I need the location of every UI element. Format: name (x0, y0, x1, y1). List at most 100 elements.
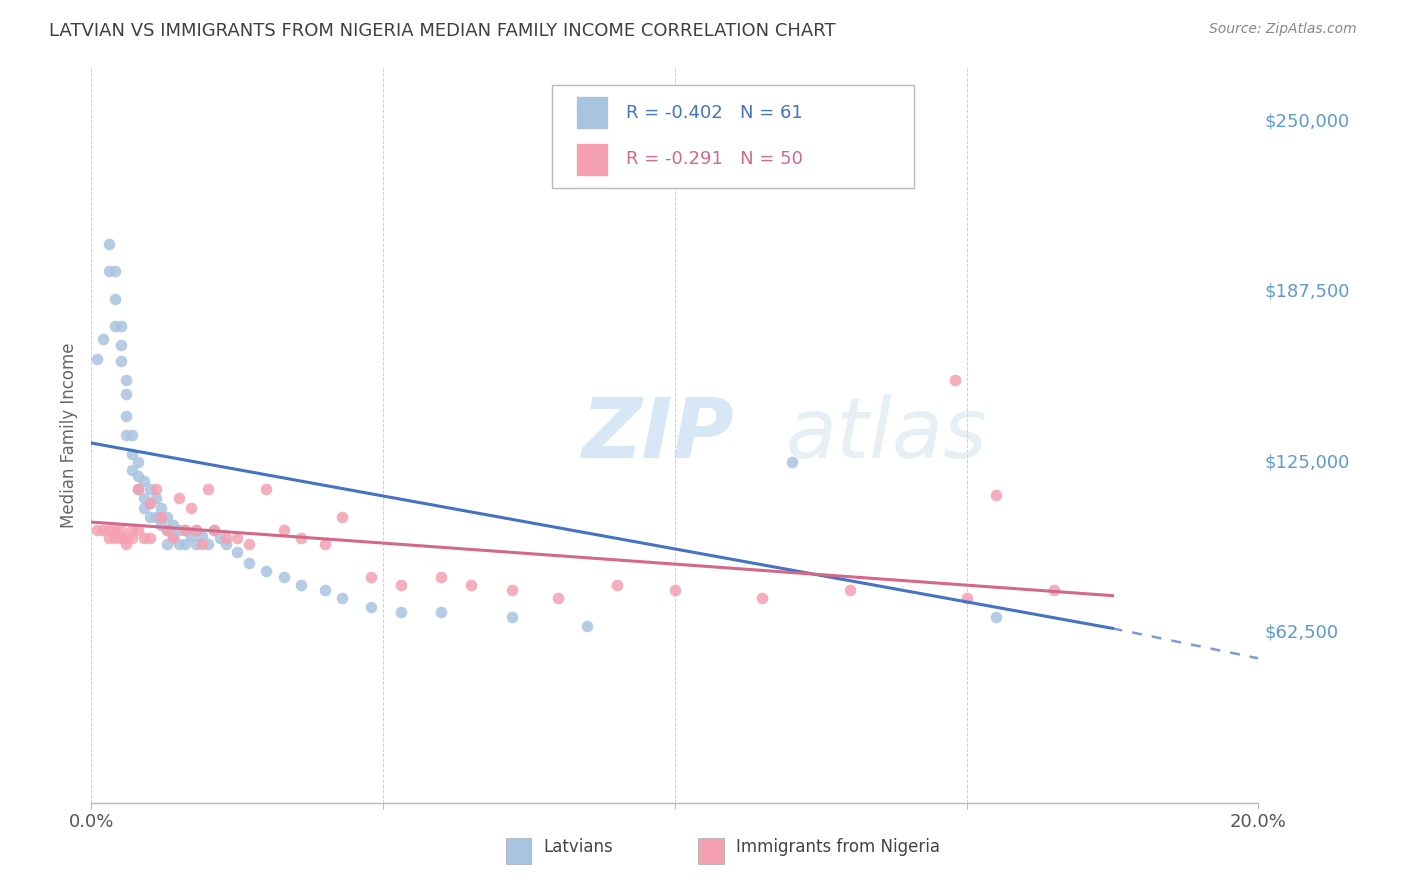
Point (214, 532, 236, 546)
Point (780, 455, 803, 469)
Point (121, 532, 143, 546)
Point (273, 569, 295, 583)
Point (127, 523, 149, 537)
Point (186, 523, 208, 537)
Point (226, 545, 249, 559)
Point (180, 501, 202, 516)
Text: Source: ZipAtlas.com: Source: ZipAtlas.com (1209, 22, 1357, 37)
Point (145, 483, 167, 497)
Point (121, 523, 143, 537)
Point (547, 591, 569, 606)
Point (273, 523, 295, 537)
Point (389, 578, 412, 592)
Point (156, 537, 179, 551)
Point (460, 578, 482, 592)
Point (138, 496, 162, 510)
Point (115, 427, 138, 442)
Point (110, 354, 132, 368)
Point (138, 509, 162, 524)
Point (104, 318, 127, 333)
Point (202, 523, 225, 537)
Point (430, 569, 453, 583)
Point (290, 532, 312, 546)
Point (180, 529, 202, 543)
Point (156, 523, 179, 537)
Point (121, 427, 143, 442)
Point (115, 532, 138, 546)
Point (984, 610, 1007, 624)
Point (214, 537, 236, 551)
Point (751, 591, 773, 606)
Point (191, 529, 214, 543)
Text: ZIP: ZIP (582, 394, 734, 475)
Point (138, 532, 162, 546)
Point (150, 501, 173, 516)
Text: Latvians: Latvians (543, 838, 613, 856)
Point (145, 509, 167, 524)
Point (132, 474, 155, 488)
Point (162, 517, 184, 532)
Point (389, 605, 412, 619)
Point (115, 409, 138, 423)
Point (121, 463, 143, 477)
Point (97, 523, 120, 537)
FancyBboxPatch shape (553, 86, 914, 188)
Point (202, 523, 225, 537)
Point (132, 491, 155, 505)
Text: R = -0.291   N = 50: R = -0.291 N = 50 (626, 150, 803, 169)
Point (226, 532, 249, 546)
Point (290, 578, 312, 592)
Bar (575, 96, 609, 129)
Point (104, 532, 127, 546)
Point (956, 591, 979, 606)
Bar (699, 838, 724, 863)
Text: atlas: atlas (786, 394, 987, 475)
Point (360, 599, 382, 614)
Point (97, 264, 120, 278)
Point (115, 537, 138, 551)
Point (167, 537, 190, 551)
Point (91, 523, 114, 537)
Point (501, 610, 523, 624)
Point (127, 483, 149, 497)
Point (430, 605, 453, 619)
Point (156, 523, 179, 537)
Point (838, 583, 860, 598)
Point (156, 509, 179, 524)
Point (1043, 583, 1066, 598)
Point (138, 496, 162, 510)
Point (238, 556, 260, 570)
Point (330, 509, 353, 524)
Text: Immigrants from Nigeria: Immigrants from Nigeria (735, 838, 939, 856)
Point (127, 455, 149, 469)
Point (91, 333, 114, 347)
Text: $125,000: $125,000 (1264, 453, 1350, 471)
Point (86, 351, 108, 366)
Text: $250,000: $250,000 (1264, 112, 1350, 130)
Point (984, 488, 1007, 502)
Point (110, 532, 132, 546)
Bar (506, 838, 531, 863)
Point (104, 264, 127, 278)
Text: R = -0.402   N = 61: R = -0.402 N = 61 (626, 103, 803, 122)
Point (173, 537, 195, 551)
Point (115, 373, 138, 387)
Point (360, 569, 382, 583)
Point (314, 537, 336, 551)
Point (145, 491, 167, 505)
Point (943, 373, 966, 387)
Point (97, 237, 120, 252)
Point (138, 483, 162, 497)
Point (104, 292, 127, 306)
Point (186, 537, 208, 551)
Point (132, 501, 155, 516)
Point (86, 523, 108, 537)
Point (173, 523, 195, 537)
Point (197, 483, 219, 497)
Text: $187,500: $187,500 (1264, 283, 1350, 301)
Point (150, 517, 173, 532)
Point (104, 523, 127, 537)
Point (115, 387, 138, 401)
Point (208, 532, 231, 546)
Point (605, 578, 627, 592)
